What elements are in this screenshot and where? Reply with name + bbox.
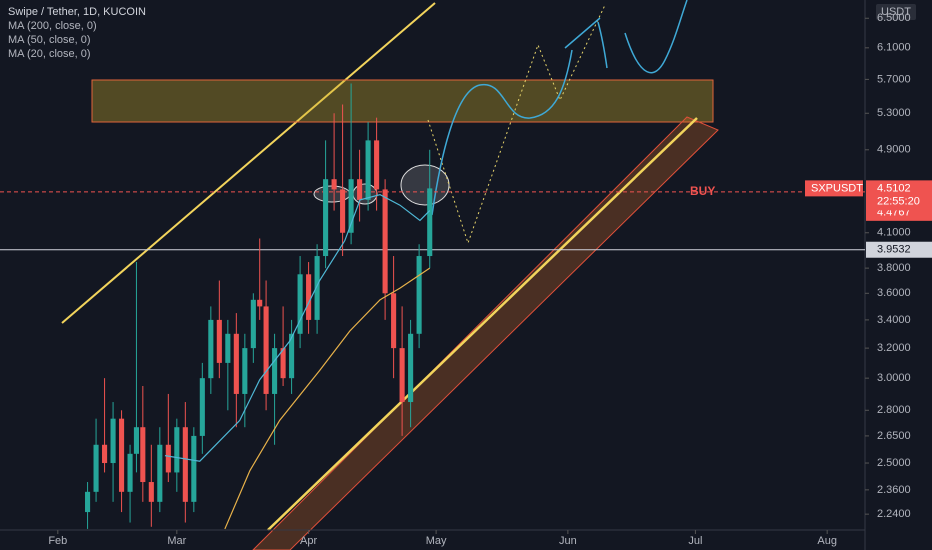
candle-body <box>133 427 139 454</box>
channel-line <box>267 117 698 531</box>
candle-body <box>263 306 269 394</box>
candle-body <box>157 444 163 502</box>
projection-curve <box>431 49 573 216</box>
currency: USDT <box>881 6 911 18</box>
indicator-label: MA (50, close, 0) <box>8 34 91 46</box>
candle-body <box>314 256 320 320</box>
price-badge <box>866 241 932 258</box>
candle-body <box>408 333 414 403</box>
candle-body <box>257 299 263 307</box>
countdown: 22:55:20 <box>877 195 920 207</box>
candle-body <box>427 188 433 257</box>
candle-body <box>174 427 180 473</box>
indicator-label: MA (200, close, 0) <box>8 20 97 32</box>
candle-body <box>119 418 125 492</box>
candle-body <box>233 333 239 394</box>
candle-body <box>127 453 133 492</box>
candle-body <box>331 179 337 190</box>
candle-body <box>272 348 278 394</box>
y-tick-label: 3.8000 <box>877 262 911 274</box>
candle-body <box>148 482 154 502</box>
indicator-label: MA (20, close, 0) <box>8 48 91 60</box>
x-tick-label: Aug <box>817 535 837 547</box>
resistance-box <box>91 79 714 123</box>
candle-body <box>250 299 256 349</box>
candle-body <box>110 418 116 464</box>
price-label: 4.5102 <box>877 182 911 194</box>
candle-body <box>306 274 312 320</box>
y-tick-label: 2.3600 <box>877 484 911 496</box>
candle-body <box>323 179 329 257</box>
candle-body <box>165 444 171 473</box>
moving-average <box>224 267 431 530</box>
x-tick-label: Apr <box>300 535 317 547</box>
candle-body <box>289 333 295 379</box>
candle-body <box>391 293 397 349</box>
currency-badge <box>876 4 916 20</box>
y-tick-label: 3.6000 <box>877 287 911 299</box>
price-badge <box>866 180 932 211</box>
candle-body <box>365 140 371 200</box>
y-tick-label: 5.3000 <box>877 107 911 119</box>
y-tick-label: 3.2000 <box>877 342 911 354</box>
candle-body <box>280 348 286 379</box>
y-tick-label: 4.1000 <box>877 227 911 239</box>
x-tick-label: Jun <box>559 535 577 547</box>
y-tick-label: 5.7000 <box>877 73 911 85</box>
candle-body <box>416 256 422 334</box>
candle-body <box>216 319 222 363</box>
y-tick-label: 2.6500 <box>877 430 911 442</box>
projection-zigzag <box>427 4 606 245</box>
price-label: 3.9532 <box>877 244 911 256</box>
candle-body <box>225 333 231 363</box>
x-tick-label: May <box>426 535 447 547</box>
projection-scribble <box>564 0 688 74</box>
candle-body <box>399 348 405 403</box>
candle-body <box>382 189 388 294</box>
trend-line <box>61 2 436 324</box>
candle-body <box>242 348 248 394</box>
y-tick-label: 2.2400 <box>877 508 911 520</box>
symbol-badge <box>805 180 863 197</box>
candle-body <box>85 491 91 513</box>
candle-body <box>93 444 99 492</box>
symbol-label: SXPUSDT <box>811 182 863 194</box>
y-tick-label: 2.5000 <box>877 457 911 469</box>
highlight <box>352 183 378 205</box>
x-tick-label: Feb <box>48 535 67 547</box>
y-tick-label: 3.4000 <box>877 314 911 326</box>
candle-body <box>199 378 205 436</box>
candle-body <box>297 274 303 334</box>
y-tick-label: 6.5000 <box>877 12 911 24</box>
highlight <box>400 164 450 206</box>
channel <box>252 116 719 550</box>
y-tick-label: 3.0000 <box>877 372 911 384</box>
y-tick-label: 2.8000 <box>877 404 911 416</box>
candle-body <box>191 435 197 502</box>
candle-body <box>357 179 363 200</box>
candle-body <box>102 444 108 464</box>
candle-body <box>208 319 214 379</box>
candle-body <box>374 140 380 190</box>
x-tick-label: Jul <box>688 535 702 547</box>
buy-annotation: BUY <box>690 184 715 198</box>
candle-body <box>140 427 146 483</box>
y-tick-label: 4.9000 <box>877 144 911 156</box>
drawings <box>0 0 866 550</box>
candle-body <box>340 189 346 233</box>
candle-body <box>348 179 354 233</box>
y-tick-label: 6.1000 <box>877 42 911 54</box>
candle-body <box>182 427 188 502</box>
moving-average <box>164 193 431 462</box>
x-tick-label: Mar <box>167 535 186 547</box>
symbol-title: Swipe / Tether, 1D, KUCOIN <box>8 6 146 18</box>
